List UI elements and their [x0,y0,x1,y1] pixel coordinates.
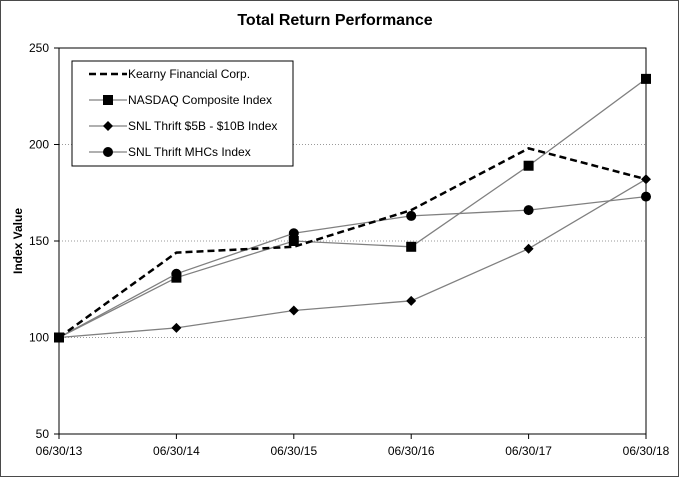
y-tick-label: 200 [29,138,49,152]
data-point [288,228,299,239]
data-point [406,241,417,252]
y-tick-label: 100 [29,331,49,345]
legend-marker [103,147,113,157]
y-tick-label: 50 [36,427,50,441]
x-tick-label: 06/30/18 [623,444,670,458]
chart-title: Total Return Performance [237,12,432,29]
data-point [523,205,534,216]
x-tick-label: 06/30/15 [270,444,317,458]
legend-entry: Kearny Financial Corp. [89,67,250,81]
series-line [58,178,647,339]
x-tick-label: 06/30/14 [153,444,200,458]
series-0 [58,147,647,339]
x-tick-label: 06/30/17 [505,444,552,458]
series-3 [54,191,651,343]
legend-marker [103,95,113,105]
y-tick-label: 250 [29,41,49,55]
data-point [171,322,182,333]
legend-entry: SNL Thrift $5B - $10B Index [89,119,277,133]
y-tick-label: 150 [29,234,49,248]
data-point [523,160,534,171]
data-point [288,236,299,246]
legend-marker [103,121,113,131]
x-tick-label: 06/30/16 [388,444,435,458]
legend-label: SNL Thrift $5B - $10B Index [128,119,277,133]
data-point [406,210,417,221]
legend-label: NASDAQ Composite Index [128,93,272,107]
series-2 [54,174,651,343]
data-point [288,305,299,316]
series-line [58,78,647,339]
series-line [58,147,647,339]
y-tick-labels: 50 100 150 200 250 [29,41,49,441]
series-line [58,195,647,339]
series-lines [54,73,651,343]
y-axis-label: Index Value [11,208,25,274]
data-point [406,295,417,306]
data-point [523,243,534,254]
legend-entry: NASDAQ Composite Index [89,93,272,107]
legend-entry: SNL Thrift MHCs Index [89,145,251,159]
data-point [641,73,651,84]
legend-label: Kearny Financial Corp. [128,67,250,81]
data-point [171,268,182,279]
legend: Kearny Financial Corp. NASDAQ Composite I… [71,60,294,167]
legend-label: SNL Thrift MHCs Index [128,145,251,159]
x-tick-label: 06/30/13 [36,444,83,458]
data-point [641,191,651,202]
x-tick-labels: 06/30/13 06/30/14 06/30/15 06/30/16 06/30/17… [36,444,670,458]
gridlines [59,144,646,338]
